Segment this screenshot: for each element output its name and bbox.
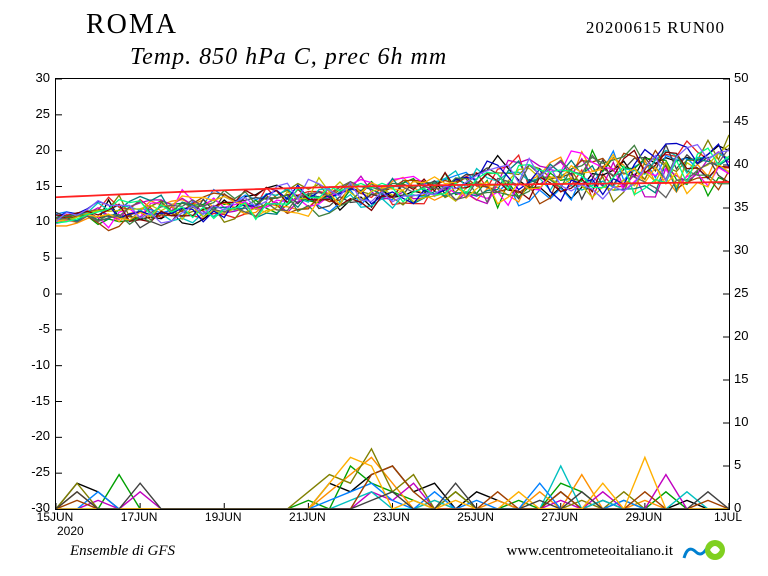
footer-source: Ensemble di GFS <box>70 543 175 560</box>
x-tick: 29JUN <box>626 510 663 524</box>
x-tick: 27JUN <box>541 510 578 524</box>
x-tick: 15JUN <box>37 510 74 524</box>
y-left-tick: 20 <box>15 142 50 157</box>
chart-area <box>55 78 730 510</box>
y-left-tick: -25 <box>15 464 50 479</box>
y-left-tick: -20 <box>15 428 50 443</box>
y-right-tick: 40 <box>734 156 764 171</box>
y-right-tick: 25 <box>734 285 764 300</box>
y-left-tick: 30 <box>15 70 50 85</box>
x-tick: 19JUN <box>205 510 242 524</box>
y-right-tick: 50 <box>734 70 764 85</box>
run-timestamp: 20200615 RUN00 <box>586 18 725 38</box>
footer-url: www.centrometeoitaliano.it <box>507 543 673 560</box>
y-right-tick: 15 <box>734 371 764 386</box>
x-tick: 25JUN <box>457 510 494 524</box>
y-left-tick: 15 <box>15 178 50 193</box>
parameter-title: Temp. 850 hPa C, prec 6h mm <box>130 44 447 71</box>
y-left-tick: 0 <box>15 285 50 300</box>
y-right-tick: 5 <box>734 457 764 472</box>
y-left-tick: 25 <box>15 106 50 121</box>
y-right-tick: 30 <box>734 242 764 257</box>
x-tick: 1JUL <box>714 510 742 524</box>
y-left-tick: 5 <box>15 249 50 264</box>
y-right-tick: 10 <box>734 414 764 429</box>
y-left-tick: 10 <box>15 213 50 228</box>
logo-icon <box>680 536 730 564</box>
y-right-tick: 45 <box>734 113 764 128</box>
x-tick: 21JUN <box>289 510 326 524</box>
y-left-tick: -5 <box>15 321 50 336</box>
location-title: ROMA <box>86 9 178 41</box>
y-left-tick: -10 <box>15 357 50 372</box>
x-year-label: 2020 <box>57 524 84 538</box>
x-tick: 17JUN <box>121 510 158 524</box>
y-right-tick: 35 <box>734 199 764 214</box>
y-right-tick: 20 <box>734 328 764 343</box>
y-left-tick: -15 <box>15 393 50 408</box>
x-tick: 23JUN <box>373 510 410 524</box>
